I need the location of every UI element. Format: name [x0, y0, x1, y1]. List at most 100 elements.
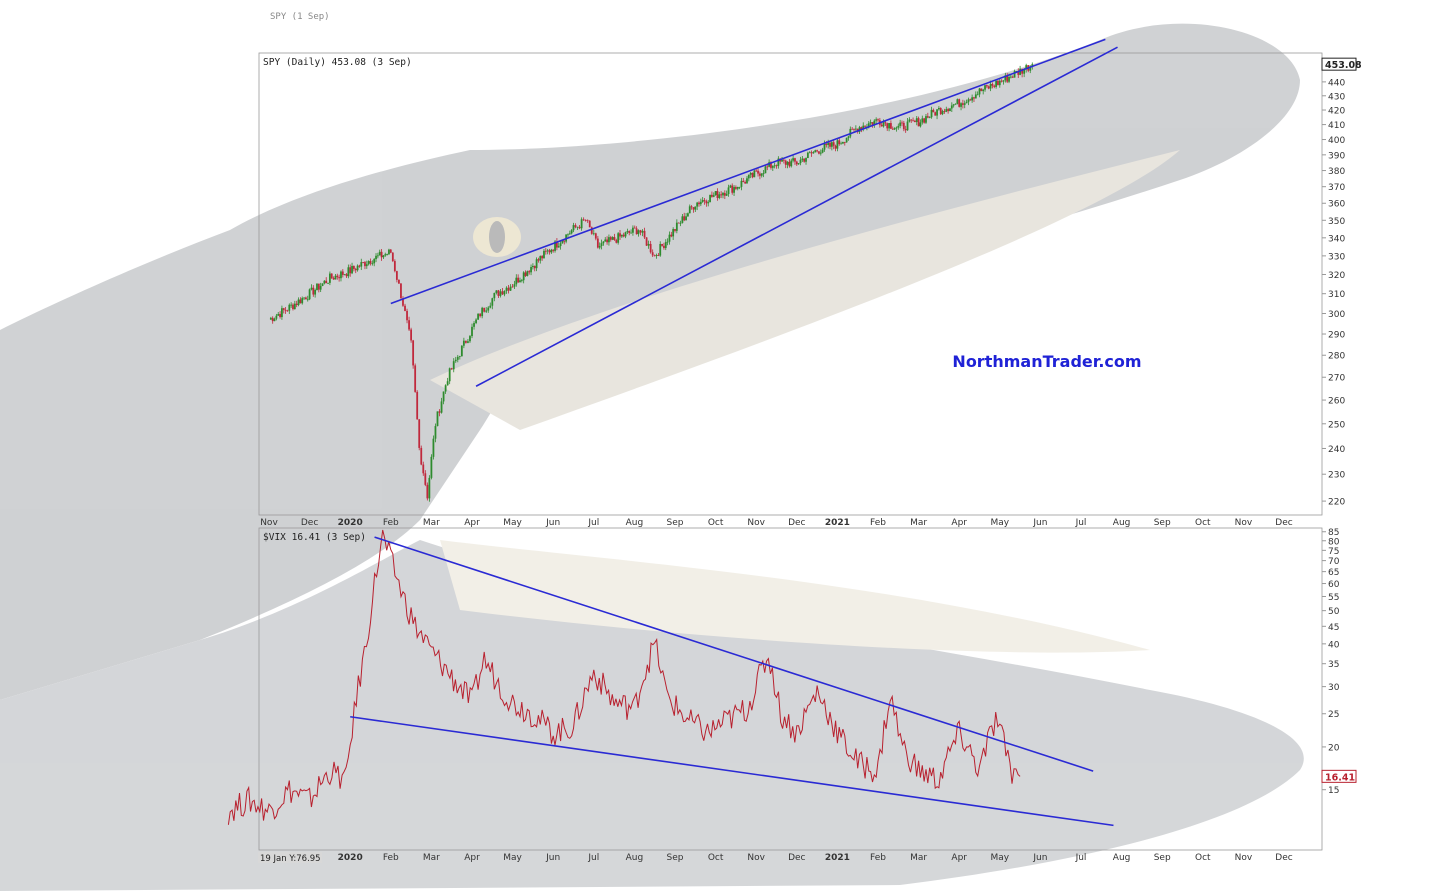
- candle-body: [716, 191, 719, 198]
- candle-body: [578, 226, 581, 229]
- x-tick-label: Dec: [1275, 518, 1292, 528]
- x-tick-label: Oct: [1195, 518, 1211, 528]
- candle-body: [448, 368, 451, 382]
- candle-body: [995, 80, 998, 87]
- candle-body: [877, 119, 879, 121]
- candle-body: [967, 99, 970, 103]
- candle-body: [279, 314, 281, 318]
- y-tick-label: 85: [1328, 528, 1339, 538]
- y-tick-label: 50: [1328, 607, 1340, 617]
- candle-body: [524, 272, 527, 276]
- candle-body: [487, 307, 490, 311]
- candle-body: [637, 230, 640, 235]
- candle-body: [969, 99, 972, 101]
- x-tick-label: Mar: [910, 853, 927, 863]
- candle-body: [452, 361, 455, 370]
- candle-body: [714, 191, 717, 196]
- candle-body: [696, 202, 699, 207]
- candle-body: [489, 305, 492, 308]
- candle-body: [582, 219, 585, 221]
- x-tick-label: Jul: [587, 853, 599, 863]
- candle-body: [281, 308, 283, 318]
- candle-body: [563, 240, 566, 242]
- candle-body: [446, 381, 449, 386]
- candle-body: [310, 287, 313, 290]
- candle-body: [432, 438, 435, 457]
- y-tick-label: 35: [1328, 660, 1339, 670]
- candle-body: [703, 200, 706, 202]
- candle-body: [827, 142, 830, 145]
- candle-body: [541, 256, 544, 259]
- candle-body: [554, 241, 556, 251]
- candle-body: [305, 297, 307, 300]
- candle-body: [349, 267, 352, 274]
- x-tick-label: May: [990, 853, 1009, 863]
- candle-body: [655, 255, 658, 256]
- x-tick-label: Jun: [545, 518, 560, 528]
- candle-body: [460, 345, 463, 357]
- candle-body: [764, 166, 767, 174]
- candle-body: [849, 128, 852, 137]
- candle-body: [354, 268, 357, 271]
- candle-body: [481, 307, 484, 317]
- candle-body: [414, 365, 417, 392]
- candle-body: [1025, 65, 1028, 70]
- trendline: [350, 715, 1114, 827]
- candle-body: [687, 213, 689, 217]
- candle-body: [838, 140, 841, 145]
- candle-body: [747, 174, 750, 179]
- candle-body: [352, 265, 355, 269]
- candle-body: [295, 303, 298, 306]
- candle-body: [269, 317, 272, 320]
- candle-body: [491, 298, 494, 306]
- candle-body: [814, 150, 817, 153]
- price-tag-label: 453.08: [1325, 60, 1362, 71]
- candle-body: [273, 318, 276, 322]
- candle-body: [620, 234, 623, 237]
- candle-body: [341, 271, 344, 275]
- x-tick-label: Apr: [951, 853, 967, 863]
- candle-body: [694, 206, 697, 210]
- y-tick-label: 45: [1328, 623, 1339, 633]
- y-tick-label: 230: [1328, 471, 1345, 481]
- y-tick-label: 20: [1328, 743, 1340, 753]
- candle-body: [736, 186, 739, 189]
- candle-body: [893, 128, 896, 130]
- candle-body: [404, 305, 406, 311]
- candle-body: [286, 310, 289, 312]
- candle-body: [376, 255, 379, 257]
- candle-body: [685, 216, 687, 221]
- candle-body: [602, 241, 605, 244]
- candle-body: [608, 237, 610, 243]
- candle-body: [701, 200, 704, 202]
- candle-body: [515, 277, 518, 285]
- x-tick-label: Aug: [626, 853, 644, 863]
- y-tick-label: 240: [1328, 445, 1345, 455]
- candle-body: [391, 252, 394, 262]
- y-tick-label: 390: [1328, 151, 1345, 161]
- y-tick-label: 400: [1328, 136, 1345, 146]
- candle-body: [624, 232, 627, 237]
- corner-label-box: [258, 852, 322, 863]
- candle-body: [919, 122, 922, 127]
- candle-body: [853, 128, 855, 130]
- y-tick-label: 440: [1328, 78, 1345, 88]
- candle-body: [471, 326, 473, 337]
- candle-body: [615, 240, 618, 243]
- x-tick-label: Mar: [423, 853, 440, 863]
- candle-body: [744, 182, 747, 184]
- candle-body: [1019, 68, 1021, 75]
- candle-body: [805, 158, 807, 162]
- candle-body: [742, 180, 745, 183]
- candle-body: [758, 173, 761, 176]
- candle-body: [338, 277, 341, 279]
- candle-body: [434, 426, 437, 439]
- candle-body: [520, 280, 523, 281]
- candle-body: [842, 142, 844, 144]
- candle-body: [611, 237, 614, 240]
- y-tick-label: 70: [1328, 557, 1340, 567]
- candle-body: [836, 140, 839, 149]
- candle-body: [915, 118, 918, 123]
- candle-body: [766, 166, 769, 168]
